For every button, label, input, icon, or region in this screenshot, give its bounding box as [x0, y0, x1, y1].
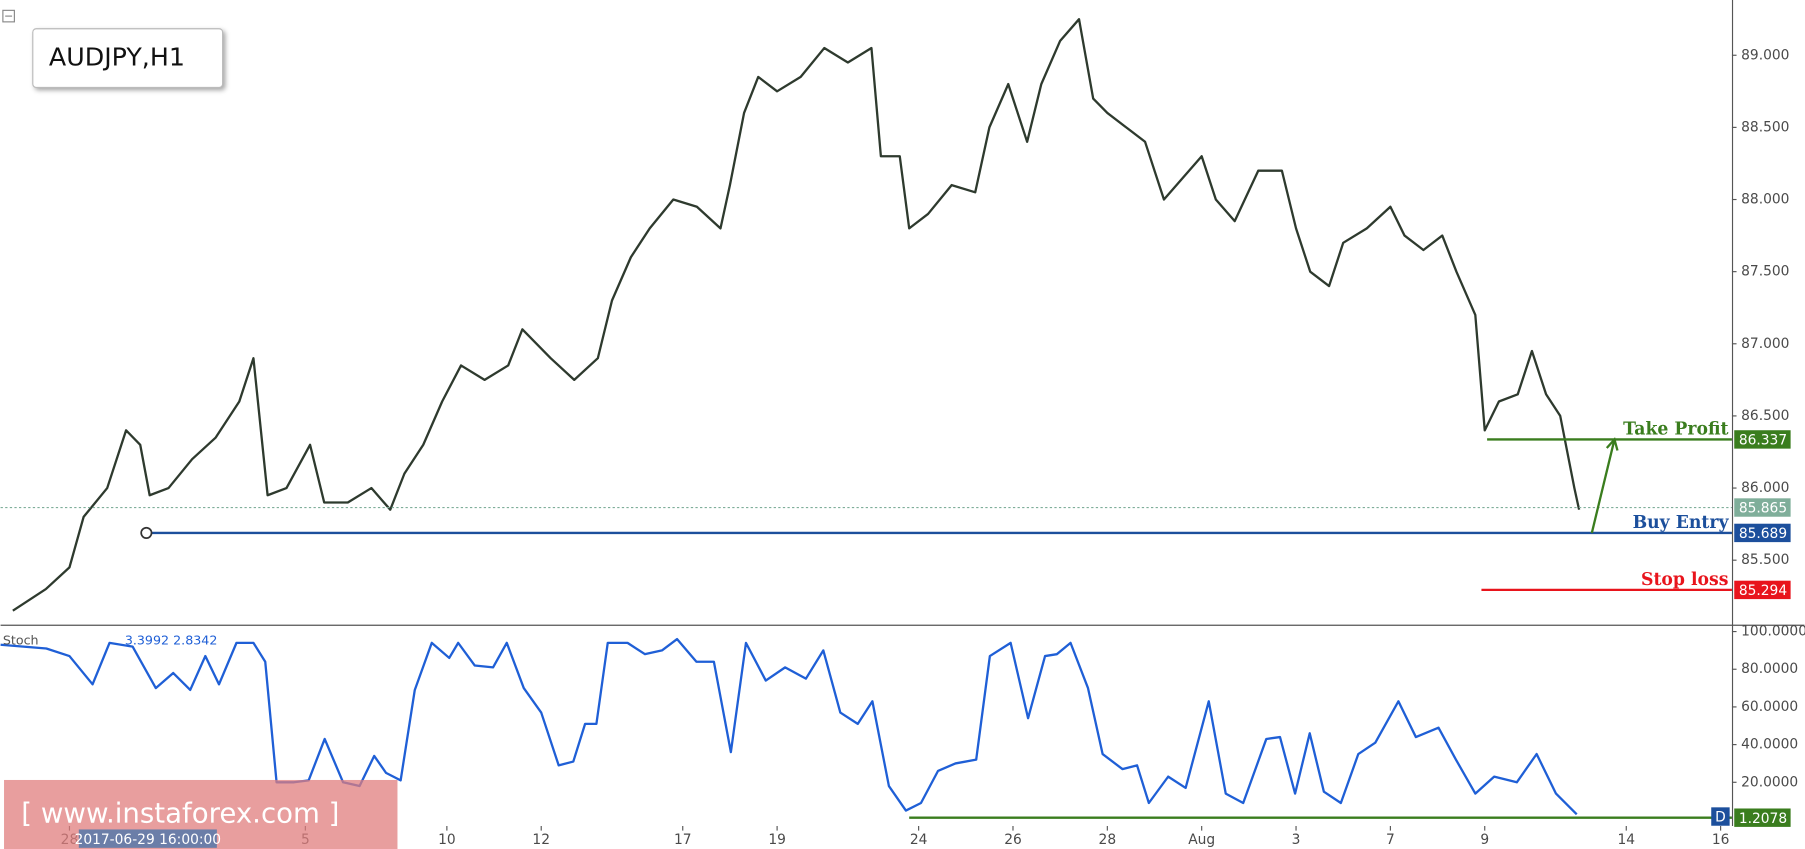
crosshair-time: 2017-06-29 16:00:00: [75, 832, 222, 848]
level-value-box: [1734, 580, 1791, 600]
symbol-label: AUDJPY,H1: [49, 43, 185, 72]
level-label: Stop loss: [1641, 570, 1728, 590]
x-tick-label: 7: [1386, 832, 1395, 848]
target-arrow-head: [1605, 437, 1619, 451]
y-tick-label: 86.000: [1741, 480, 1789, 496]
level-value: 85.865: [1739, 501, 1787, 517]
y-tick-label: 88.000: [1741, 192, 1789, 208]
x-tick-label: 9: [1480, 832, 1489, 848]
x-tick-label: 14: [1617, 832, 1635, 848]
level-value-box: [1734, 523, 1791, 543]
y-tick-label: 87.500: [1741, 264, 1789, 280]
crosshair-time-box: [78, 829, 217, 848]
level-value: 1.2078: [1739, 811, 1787, 827]
x-tick-label: 12: [532, 832, 550, 848]
entry-anchor: [140, 526, 153, 539]
x-tick-label: Aug: [1188, 832, 1215, 848]
indicator-value: 3.3992: [125, 632, 169, 647]
level-marker: D: [1715, 810, 1726, 826]
y-tick-label: 88.500: [1741, 119, 1789, 135]
level-marker-box: [1711, 807, 1730, 826]
y-tick-label: 86.500: [1741, 408, 1789, 424]
y-tick-label: 20.0000: [1741, 774, 1798, 790]
symbol-box: [32, 28, 224, 89]
data-line: [12, 18, 1581, 612]
y-tick-label: 85.500: [1741, 552, 1789, 568]
y-tick-label: 100.0000: [1741, 624, 1805, 640]
x-tick-label: 24: [910, 832, 928, 848]
indicator-value: 2.8342: [173, 632, 217, 647]
level-value-box: [1734, 430, 1791, 449]
watermark: [ www.instaforex.com ]: [21, 796, 339, 829]
collapse-icon[interactable]: [2, 9, 15, 23]
x-tick-label: 19: [768, 832, 786, 848]
target-arrow: [1590, 439, 1616, 534]
level-value: 86.337: [1739, 433, 1787, 449]
x-tick-label: 28: [1099, 832, 1117, 848]
y-tick-label: 40.0000: [1741, 737, 1798, 753]
level-value-box: [1734, 498, 1791, 517]
x-tick-label: 26: [1004, 832, 1022, 848]
level-value-box: [1734, 808, 1791, 827]
level-value: 85.689: [1739, 526, 1787, 542]
x-tick-label: 10: [438, 832, 456, 848]
indicator-name: Stoch: [3, 632, 39, 647]
x-tick-label: 3: [1292, 832, 1301, 848]
y-tick-label: 87.000: [1741, 336, 1789, 352]
y-tick-label: 60.0000: [1741, 699, 1798, 715]
level-label: Buy Entry: [1633, 513, 1730, 533]
x-tick-label: 17: [674, 832, 692, 848]
y-tick-label: 89.000: [1741, 47, 1789, 63]
x-tick-label: 16: [1712, 832, 1730, 848]
level-value: 85.294: [1739, 583, 1787, 599]
y-tick-label: 80.0000: [1741, 661, 1798, 677]
level-label: Take Profit: [1623, 420, 1728, 440]
